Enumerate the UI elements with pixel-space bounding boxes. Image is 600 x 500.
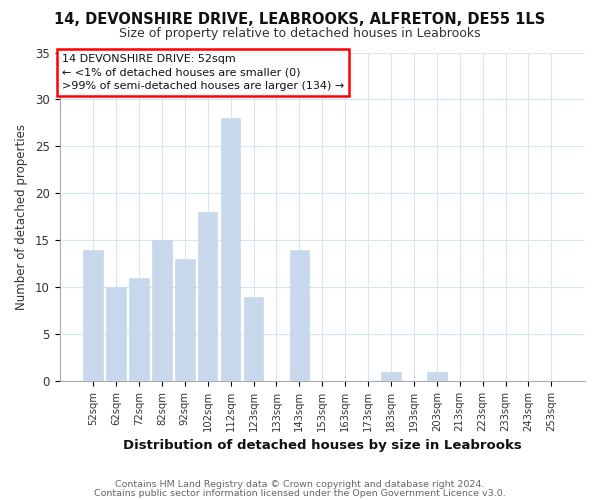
Bar	[152, 240, 172, 381]
Bar	[129, 278, 149, 381]
Text: 14, DEVONSHIRE DRIVE, LEABROOKS, ALFRETON, DE55 1LS: 14, DEVONSHIRE DRIVE, LEABROOKS, ALFRETO…	[55, 12, 545, 28]
Bar	[175, 259, 194, 381]
Y-axis label: Number of detached properties: Number of detached properties	[15, 124, 28, 310]
Text: 14 DEVONSHIRE DRIVE: 52sqm
← <1% of detached houses are smaller (0)
>99% of semi: 14 DEVONSHIRE DRIVE: 52sqm ← <1% of deta…	[62, 54, 344, 90]
Bar	[221, 118, 241, 381]
Bar	[427, 372, 446, 381]
Text: Contains HM Land Registry data © Crown copyright and database right 2024.: Contains HM Land Registry data © Crown c…	[115, 480, 485, 489]
Text: Contains public sector information licensed under the Open Government Licence v3: Contains public sector information licen…	[94, 489, 506, 498]
Bar	[381, 372, 401, 381]
Bar	[290, 250, 309, 381]
Bar	[106, 287, 126, 381]
Bar	[198, 212, 217, 381]
X-axis label: Distribution of detached houses by size in Leabrooks: Distribution of detached houses by size …	[123, 440, 521, 452]
Bar	[83, 250, 103, 381]
Text: Size of property relative to detached houses in Leabrooks: Size of property relative to detached ho…	[119, 28, 481, 40]
Bar	[244, 296, 263, 381]
